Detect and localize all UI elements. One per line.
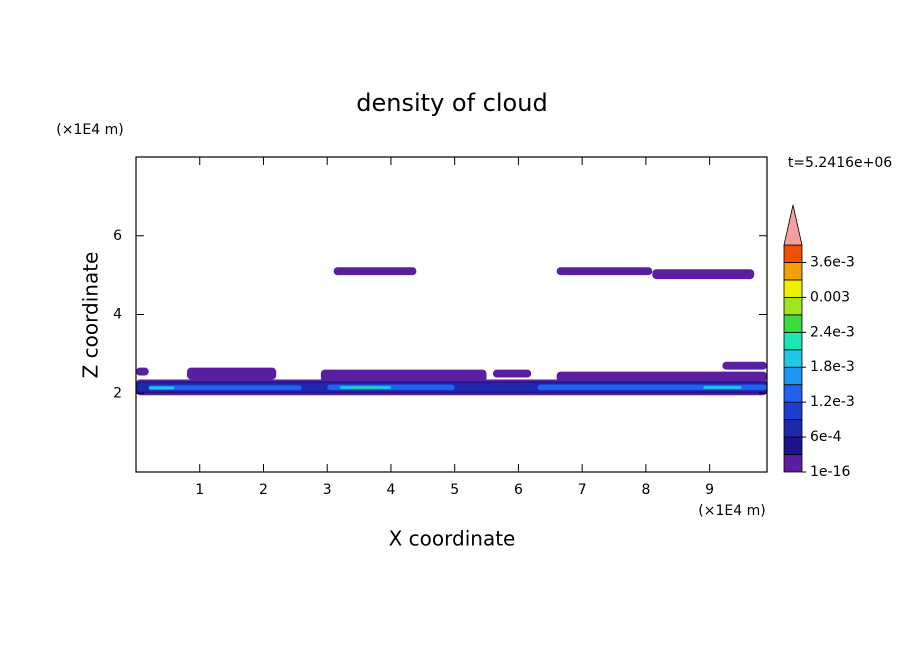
chart-title: density of cloud <box>356 89 547 117</box>
x-tick-label: 9 <box>705 482 714 498</box>
colorbar-box <box>783 436 803 455</box>
colorbar-box <box>783 349 803 368</box>
x-tick-label: 6 <box>514 482 523 498</box>
colorbar-label: 6e-4 <box>810 429 842 445</box>
contour-region <box>333 267 417 276</box>
colorbar-label: 1.8e-3 <box>810 359 855 375</box>
colorbar-box <box>783 314 803 333</box>
contour-region <box>148 385 302 391</box>
y-tick-label: 6 <box>113 228 122 244</box>
time-annotation: t=5.2416e+06 <box>788 155 892 171</box>
y-tick-label: 4 <box>113 307 122 323</box>
y-unit: (×1E4 m) <box>56 122 123 138</box>
x-tick-label: 7 <box>578 482 587 498</box>
contour-region <box>556 267 653 276</box>
colorbar-box <box>783 331 803 351</box>
x-axis-label: X coordinate <box>389 527 516 551</box>
colorbar-label: 0.003 <box>810 289 850 305</box>
plot-frame <box>135 156 768 473</box>
contour-region <box>652 269 755 280</box>
x-tick-label: 3 <box>323 482 332 498</box>
colorbar-label: 1e-16 <box>810 464 850 480</box>
colorbar-box <box>783 401 803 421</box>
colorbar-box <box>783 279 803 298</box>
x-tick-label: 5 <box>450 482 459 498</box>
colorbar-box <box>783 244 803 263</box>
colorbar-box <box>783 419 803 438</box>
x-unit: (×1E4 m) <box>698 503 765 519</box>
colorbar-box <box>783 454 803 473</box>
contour-region <box>492 369 532 378</box>
colorbar-box <box>783 366 803 386</box>
contour-region <box>703 386 742 389</box>
colorbar-label: 2.4e-3 <box>810 324 855 340</box>
contour-region <box>136 367 149 376</box>
contour-region <box>556 371 767 382</box>
contour-region <box>320 369 487 382</box>
y-tick-label: 2 <box>113 385 122 401</box>
x-tick-label: 4 <box>386 482 395 498</box>
colorbar-label: 3.6e-3 <box>810 254 855 270</box>
colorbar-label: 1.2e-3 <box>810 394 855 410</box>
colorbar-extension <box>783 204 803 246</box>
contour-region <box>186 367 277 380</box>
y-axis-label: Z coordinate <box>79 252 103 379</box>
colorbar-box <box>783 296 803 316</box>
x-tick-label: 8 <box>641 482 650 498</box>
x-tick-label: 1 <box>195 482 204 498</box>
contour-region <box>352 386 379 389</box>
colorbar-box <box>783 384 803 403</box>
contour-region <box>722 361 767 370</box>
contour-region <box>148 386 175 390</box>
colorbar-box <box>783 262 803 281</box>
x-tick-label: 2 <box>259 482 268 498</box>
